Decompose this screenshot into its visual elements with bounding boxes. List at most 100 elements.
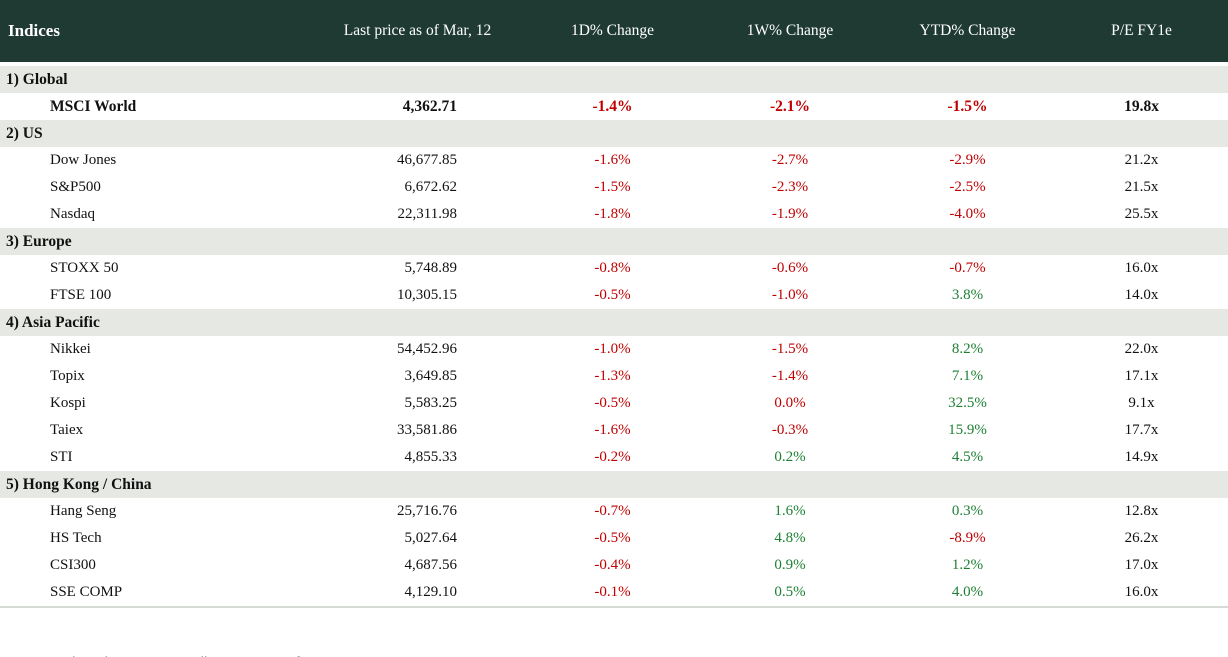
section-label: 5) Hong Kong / China (0, 471, 1228, 498)
last-price: 5,583.25 (310, 390, 525, 417)
last-price: 5,027.64 (310, 525, 525, 552)
change-1d: -1.6% (525, 147, 700, 174)
change-1w: -1.5% (700, 336, 880, 363)
section-label: 3) Europe (0, 228, 1228, 255)
change-ytd: -2.9% (880, 147, 1055, 174)
col-header-indices: Indices (0, 0, 310, 66)
section-label: 4) Asia Pacific (0, 309, 1228, 336)
last-price: 22,311.98 (310, 201, 525, 228)
change-1w: -1.4% (700, 363, 880, 390)
index-name: SSE COMP (0, 579, 310, 607)
index-row: MSCI World 4,362.71 -1.4% -2.1% -1.5% 19.8x (0, 93, 1228, 120)
change-ytd: 4.0% (880, 579, 1055, 607)
last-price: 25,716.76 (310, 498, 525, 525)
pe-value: 25.5x (1055, 201, 1228, 228)
index-row: Hang Seng 25,716.76 -0.7% 1.6% 0.3% 12.8x (0, 498, 1228, 525)
col-header-pe-fy1e: P/E FY1e (1055, 0, 1228, 66)
pe-value: 22.0x (1055, 336, 1228, 363)
change-1d: -0.5% (525, 525, 700, 552)
change-ytd: -4.0% (880, 201, 1055, 228)
change-1d: -1.5% (525, 174, 700, 201)
pe-value: 21.5x (1055, 174, 1228, 201)
section-row: 1) Global (0, 64, 1228, 93)
change-1w: 0.9% (700, 552, 880, 579)
last-price: 6,672.62 (310, 174, 525, 201)
change-ytd: 4.5% (880, 444, 1055, 471)
change-1w: -1.9% (700, 201, 880, 228)
pe-value: 14.0x (1055, 282, 1228, 309)
change-1d: -1.6% (525, 417, 700, 444)
section-row: 2) US (0, 120, 1228, 147)
table-bottom-border (0, 606, 1228, 609)
last-price: 4,687.56 (310, 552, 525, 579)
col-header-1w-change: 1W% Change (700, 0, 880, 66)
change-1d: -1.3% (525, 363, 700, 390)
pe-value: 12.8x (1055, 498, 1228, 525)
index-row: FTSE 100 10,305.15 -0.5% -1.0% 3.8% 14.0x (0, 282, 1228, 309)
section-row: 4) Asia Pacific (0, 309, 1228, 336)
index-name: Topix (0, 363, 310, 390)
pe-value: 26.2x (1055, 525, 1228, 552)
index-row: Topix 3,649.85 -1.3% -1.4% 7.1% 17.1x (0, 363, 1228, 390)
index-row: Nasdaq 22,311.98 -1.8% -1.9% -4.0% 25.5x (0, 201, 1228, 228)
index-row: CSI300 4,687.56 -0.4% 0.9% 1.2% 17.0x (0, 552, 1228, 579)
change-1w: -1.0% (700, 282, 880, 309)
pe-value: 21.2x (1055, 147, 1228, 174)
index-row: STI 4,855.33 -0.2% 0.2% 4.5% 14.9x (0, 444, 1228, 471)
index-name: S&P500 (0, 174, 310, 201)
last-price: 5,748.89 (310, 255, 525, 282)
change-1d: -0.1% (525, 579, 700, 607)
change-1w: 0.2% (700, 444, 880, 471)
col-header-last-price: Last price as of Mar, 12 (310, 0, 525, 66)
table-header-row: Indices Last price as of Mar, 12 1D% Cha… (0, 0, 1228, 66)
last-price: 4,362.71 (310, 93, 525, 120)
change-1d: -0.4% (525, 552, 700, 579)
index-row: Taiex 33,581.86 -1.6% -0.3% 15.9% 17.7x (0, 417, 1228, 444)
pe-value: 16.0x (1055, 579, 1228, 607)
section-row: 5) Hong Kong / China (0, 471, 1228, 498)
change-ytd: -2.5% (880, 174, 1055, 201)
pe-value: 16.0x (1055, 255, 1228, 282)
index-name: FTSE 100 (0, 282, 310, 309)
change-1d: -1.4% (525, 93, 700, 120)
change-1d: -0.5% (525, 282, 700, 309)
index-row: S&P500 6,672.62 -1.5% -2.3% -2.5% 21.5x (0, 174, 1228, 201)
index-row: Kospi 5,583.25 -0.5% 0.0% 32.5% 9.1x (0, 390, 1228, 417)
change-ytd: 32.5% (880, 390, 1055, 417)
change-ytd: 7.1% (880, 363, 1055, 390)
index-name: CSI300 (0, 552, 310, 579)
change-1w: -0.6% (700, 255, 880, 282)
last-price: 33,581.86 (310, 417, 525, 444)
index-name: Kospi (0, 390, 310, 417)
col-header-1d-change: 1D% Change (525, 0, 700, 66)
indices-table: Indices Last price as of Mar, 12 1D% Cha… (0, 0, 1228, 609)
last-price: 3,649.85 (310, 363, 525, 390)
index-row: STOXX 50 5,748.89 -0.8% -0.6% -0.7% 16.0x (0, 255, 1228, 282)
index-name: Nasdaq (0, 201, 310, 228)
section-row: 3) Europe (0, 228, 1228, 255)
index-name: Hang Seng (0, 498, 310, 525)
last-price: 54,452.96 (310, 336, 525, 363)
change-1d: -1.8% (525, 201, 700, 228)
pe-value: 19.8x (1055, 93, 1228, 120)
change-ytd: 15.9% (880, 417, 1055, 444)
last-price: 10,305.15 (310, 282, 525, 309)
change-ytd: -1.5% (880, 93, 1055, 120)
indices-table-body: 1) Global MSCI World 4,362.71 -1.4% -2.1% -1.… (0, 64, 1228, 609)
last-price: 46,677.85 (310, 147, 525, 174)
pe-value: 9.1x (1055, 390, 1228, 417)
pe-value: 14.9x (1055, 444, 1228, 471)
index-name: Taiex (0, 417, 310, 444)
change-ytd: 0.3% (880, 498, 1055, 525)
change-1d: -0.5% (525, 390, 700, 417)
index-row: Dow Jones 46,677.85 -1.6% -2.7% -2.9% 21.2x (0, 147, 1228, 174)
section-label: 1) Global (0, 64, 1228, 93)
change-ytd: 3.8% (880, 282, 1055, 309)
change-1w: -2.7% (700, 147, 880, 174)
change-1d: -0.8% (525, 255, 700, 282)
source-note: Source: Bloomberg, BNP Paribas WM, as of… (5, 654, 1228, 657)
last-price: 4,129.10 (310, 579, 525, 607)
change-1w: 1.6% (700, 498, 880, 525)
index-name: Nikkei (0, 336, 310, 363)
